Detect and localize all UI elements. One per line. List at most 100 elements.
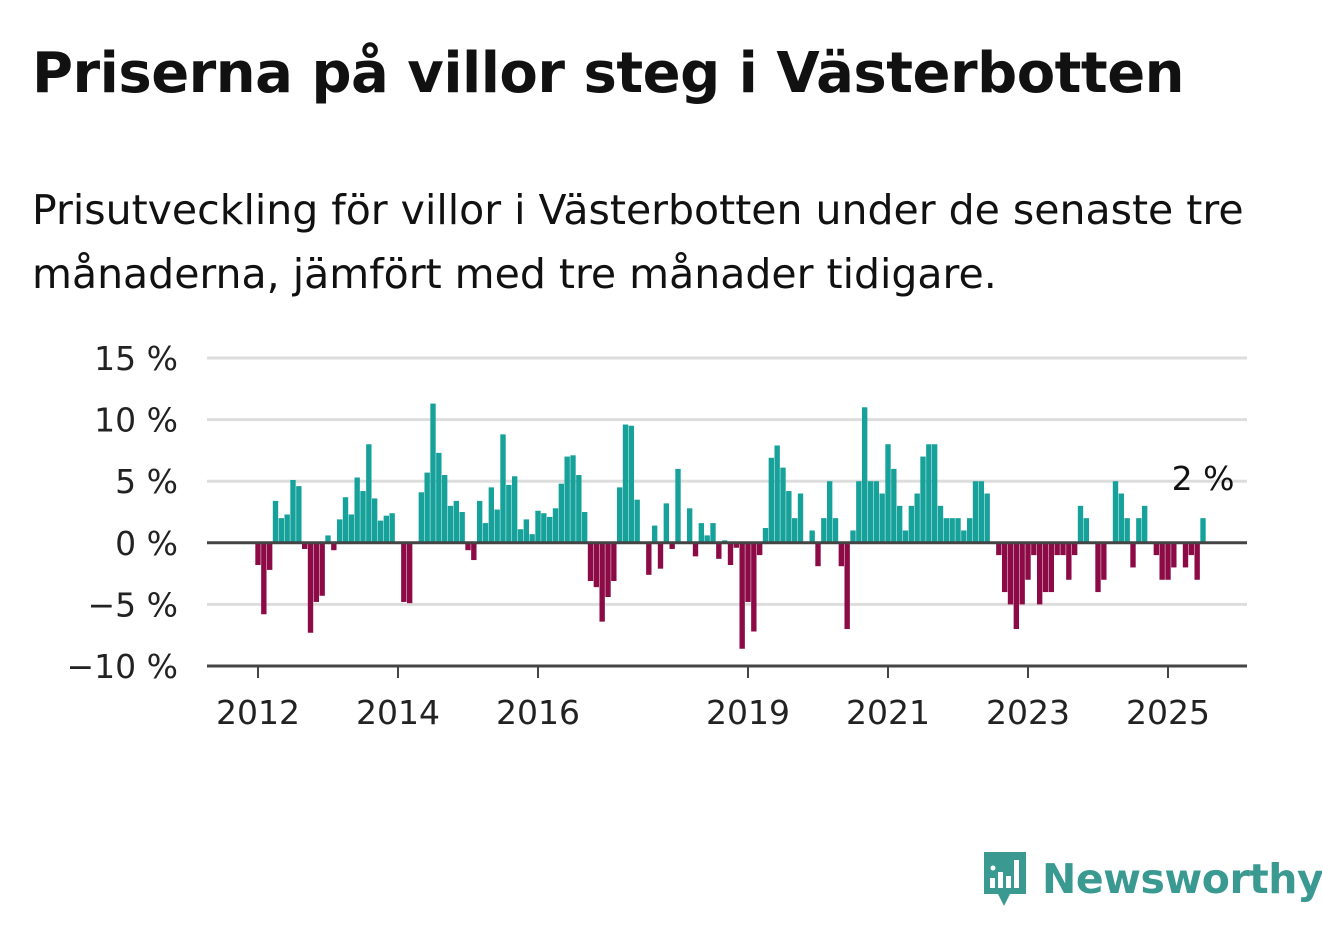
brand-logo: Newsworthy: [980, 848, 1322, 910]
bar: [891, 468, 897, 543]
bar: [430, 403, 436, 543]
bar: [762, 528, 769, 543]
bar: [1031, 542, 1037, 556]
bar: [476, 500, 483, 543]
bar: [984, 493, 990, 543]
bar: [1136, 518, 1142, 543]
bar: [1042, 542, 1049, 593]
bar: [313, 542, 320, 602]
bar: [902, 530, 909, 543]
bar: [517, 529, 524, 543]
bar: [1060, 542, 1066, 556]
bar: [1159, 542, 1165, 580]
bar: [377, 520, 384, 543]
bar: [616, 487, 623, 543]
bar: [587, 542, 594, 581]
bar: [558, 483, 565, 543]
bar: [1019, 542, 1025, 605]
bar: [768, 457, 775, 543]
bar: [593, 542, 600, 588]
bar: [698, 523, 705, 543]
y-tick-label: 10 %: [94, 401, 178, 440]
bar: [523, 519, 530, 543]
bar: [727, 542, 734, 565]
labels: 15 % 10 % 5 % 0 % −5 % −10 % 2012 2014 2016 2019 2…: [67, 339, 1235, 732]
bar-chart: 15 % 10 % 5 % 0 % −5 % −10 % 2012 2014 2016 2019 2…: [67, 339, 1247, 732]
bar: [307, 542, 314, 633]
bar: [581, 512, 588, 543]
bar: [1165, 542, 1171, 580]
bar: [914, 493, 920, 543]
bar: [646, 542, 652, 575]
bar: [418, 492, 425, 543]
bar: [955, 518, 961, 543]
bar: [319, 542, 325, 596]
bar: [1095, 542, 1101, 593]
bar: [576, 475, 582, 543]
bar: [704, 535, 710, 543]
bars: [255, 403, 1206, 649]
x-tick-label: 2012: [216, 693, 300, 732]
bar: [447, 505, 454, 543]
bar: [786, 491, 792, 543]
bar: [383, 515, 390, 543]
bar: [354, 477, 360, 543]
bar: [1182, 542, 1189, 568]
bar: [296, 486, 302, 543]
bar: [1054, 542, 1060, 556]
bar: [424, 472, 430, 543]
bar: [797, 493, 804, 543]
bar: [389, 513, 395, 543]
newsworthy-logo-icon: [984, 852, 1026, 906]
bar: [366, 444, 372, 543]
bar: [441, 475, 448, 543]
bar: [850, 530, 856, 543]
bar: [961, 530, 967, 543]
bar: [651, 525, 658, 543]
bar: [1130, 542, 1136, 568]
chart-title: Priserna på villor steg i Västerbotten: [32, 41, 1185, 106]
x-tick-label: 2016: [496, 693, 580, 732]
y-tick-label: 5 %: [115, 462, 178, 501]
bar: [943, 518, 950, 543]
bar: [552, 508, 559, 543]
bar: [599, 542, 605, 622]
bar: [1171, 542, 1177, 568]
bar: [745, 542, 751, 602]
bar: [1141, 505, 1148, 543]
bar: [1071, 542, 1078, 556]
bar: [739, 542, 745, 649]
bar: [809, 530, 815, 543]
bar: [401, 542, 407, 602]
bar: [348, 514, 355, 543]
bar: [453, 500, 460, 543]
bar: [879, 493, 885, 543]
y-tick-label: −10 %: [67, 647, 179, 686]
bar: [1200, 518, 1206, 543]
x-tick-label: 2023: [986, 693, 1070, 732]
bar: [1036, 542, 1043, 605]
bar: [1083, 518, 1090, 543]
bar: [780, 467, 786, 543]
bar: [1194, 542, 1200, 580]
bar: [1124, 518, 1130, 543]
bar: [1007, 542, 1014, 605]
bar: [826, 481, 833, 543]
bar: [733, 542, 740, 548]
bar: [261, 542, 267, 615]
bar: [255, 542, 261, 565]
bar: [465, 542, 471, 551]
bar: [1118, 493, 1125, 543]
bar: [692, 542, 699, 557]
bar: [336, 519, 343, 543]
bar: [686, 508, 693, 543]
bar: [284, 514, 290, 543]
bar: [570, 455, 576, 543]
bar: [896, 505, 903, 543]
bar: [546, 516, 553, 543]
bar: [663, 503, 670, 543]
bar: [1101, 542, 1107, 580]
bar: [459, 512, 465, 543]
bar: [360, 491, 366, 543]
bar: [751, 542, 757, 632]
